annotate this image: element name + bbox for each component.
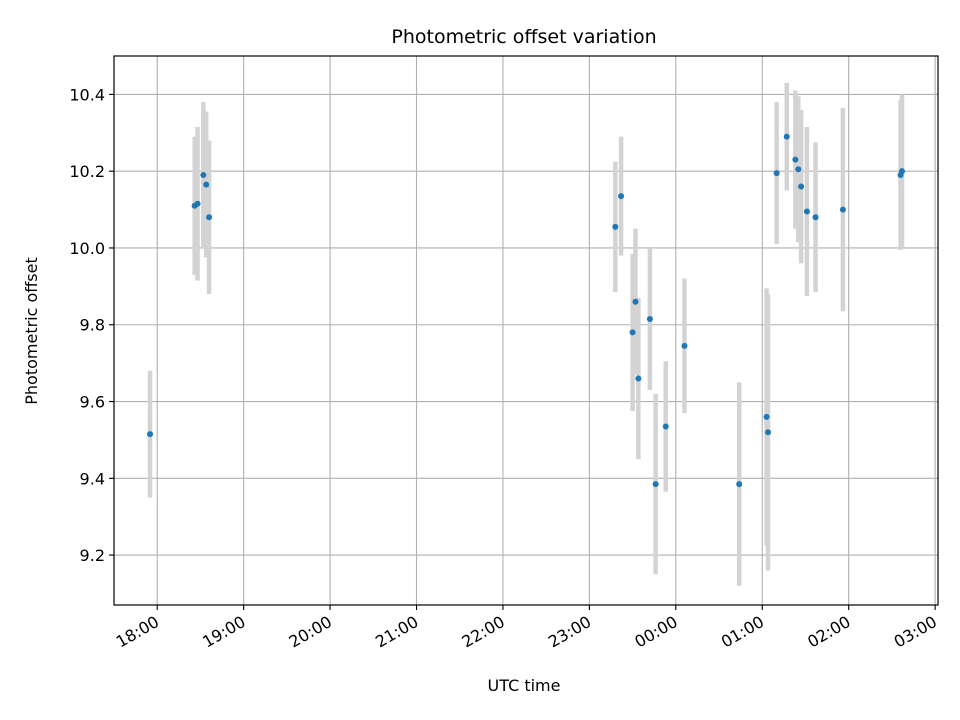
data-point: [203, 181, 210, 188]
grid: [114, 56, 938, 605]
data-point: [652, 481, 659, 488]
data-point: [783, 133, 790, 140]
y-tick-label: 10.0: [69, 239, 105, 258]
y-tick-label: 9.8: [80, 316, 105, 335]
data-point: [765, 429, 772, 436]
x-axis-label: UTC time: [488, 676, 561, 695]
chart-title: Photometric offset variation: [391, 26, 656, 48]
data-point: [147, 431, 154, 438]
data-point: [618, 193, 625, 200]
y-tick-label: 9.6: [80, 393, 105, 412]
data-point: [662, 423, 669, 430]
data-point: [206, 214, 213, 221]
y-tick-label: 10.4: [69, 85, 105, 104]
data-point: [812, 214, 819, 221]
data-point: [839, 206, 846, 213]
data-point: [795, 166, 802, 173]
y-tick-label: 10.2: [69, 162, 105, 181]
data-point: [898, 168, 905, 175]
data-point: [629, 329, 636, 336]
axes-frame: [113, 55, 939, 606]
data-points: [147, 133, 905, 488]
data-point: [773, 170, 780, 177]
data-point: [194, 200, 201, 207]
data-point: [632, 298, 639, 305]
y-tick-label: 9.4: [80, 469, 105, 488]
data-point: [798, 183, 805, 190]
data-point: [635, 375, 642, 382]
data-point: [736, 481, 743, 488]
data-point: [681, 342, 688, 349]
data-point: [612, 223, 619, 230]
y-axis-label: Photometric offset: [22, 257, 41, 405]
y-tick-label: 9.2: [80, 546, 105, 565]
data-point: [763, 413, 770, 420]
data-point: [646, 315, 653, 322]
data-point: [200, 172, 207, 179]
data-point: [803, 208, 810, 215]
data-point: [792, 156, 799, 163]
